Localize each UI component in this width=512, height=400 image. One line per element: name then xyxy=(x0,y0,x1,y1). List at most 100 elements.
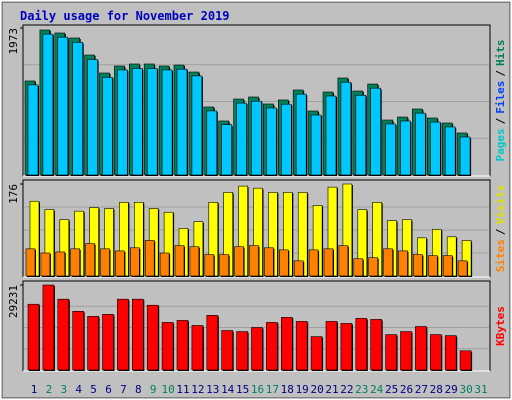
axis-label-part: Hits xyxy=(494,40,507,67)
bar xyxy=(429,121,441,176)
bar xyxy=(146,304,159,371)
x-tick-label: 9 xyxy=(150,383,157,396)
bar xyxy=(176,68,188,176)
bar xyxy=(442,255,453,277)
bar xyxy=(400,331,412,371)
bar xyxy=(293,260,304,277)
bar xyxy=(161,69,173,176)
bar xyxy=(266,107,277,176)
bar xyxy=(310,336,323,371)
x-tick-label: 25 xyxy=(385,383,398,396)
bar xyxy=(159,252,170,277)
bar xyxy=(415,112,426,176)
bar xyxy=(72,311,84,371)
x-tick-label: 24 xyxy=(370,383,384,396)
bar xyxy=(427,255,438,277)
x-tick-label: 30 xyxy=(459,383,472,396)
bar xyxy=(132,68,143,176)
axis-label-part: Files xyxy=(494,81,507,114)
bar xyxy=(385,334,397,371)
x-tick-label: 15 xyxy=(236,383,249,396)
x-tick-label: 1 xyxy=(31,383,38,396)
x-tick-label: 12 xyxy=(191,383,204,396)
bar xyxy=(340,323,353,371)
bar xyxy=(370,319,383,371)
bar xyxy=(355,94,367,176)
bar xyxy=(295,321,308,371)
bar xyxy=(459,136,471,176)
x-tick-label: 2 xyxy=(46,383,53,396)
bar xyxy=(72,42,83,176)
bar xyxy=(206,315,219,371)
x-tick-label: 16 xyxy=(251,383,264,396)
bar xyxy=(42,284,55,371)
x-tick-label: 23 xyxy=(355,383,368,396)
bar xyxy=(251,327,263,371)
bar xyxy=(25,248,36,277)
bar xyxy=(459,350,472,371)
bar xyxy=(264,247,274,277)
bar xyxy=(249,245,259,277)
bar xyxy=(40,252,51,277)
bar xyxy=(340,81,352,176)
axis-label-part: KBytes xyxy=(494,306,507,346)
x-tick-label: 7 xyxy=(120,383,127,396)
axis-label: KBytes xyxy=(494,306,507,346)
x-tick-label: 13 xyxy=(206,383,219,396)
bar xyxy=(117,69,128,176)
bar xyxy=(191,325,204,371)
bar xyxy=(100,248,110,277)
bar xyxy=(370,87,382,176)
bar xyxy=(266,322,278,371)
x-tick-label: 10 xyxy=(161,383,174,396)
bar xyxy=(280,103,292,176)
bar xyxy=(353,258,364,277)
bar xyxy=(251,100,262,176)
bar xyxy=(415,326,427,371)
bar xyxy=(102,77,113,176)
bar xyxy=(144,240,155,277)
bar xyxy=(325,321,338,371)
bar xyxy=(323,248,334,277)
y-tick-label: 1973 xyxy=(7,28,20,55)
x-tick-label: 3 xyxy=(60,383,67,396)
x-tick-label: 19 xyxy=(296,383,309,396)
bar xyxy=(42,33,54,176)
bar xyxy=(280,317,293,371)
y-tick-label: 29231 xyxy=(7,285,20,318)
x-tick-label: 27 xyxy=(415,383,428,396)
bar xyxy=(236,331,248,371)
x-tick-label: 11 xyxy=(176,383,189,396)
x-tick-label: 14 xyxy=(221,383,235,396)
x-tick-label: 29 xyxy=(445,383,458,396)
axis-label-part: Sites xyxy=(494,239,507,272)
x-tick-label: 31 xyxy=(474,383,487,396)
x-tick-label: 17 xyxy=(266,383,279,396)
bar xyxy=(355,318,368,371)
x-tick-label: 21 xyxy=(325,383,338,396)
axis-label-part: / xyxy=(494,117,507,124)
axis-label: Sites / Visits xyxy=(494,185,507,273)
bar xyxy=(338,245,349,277)
bar xyxy=(310,114,322,176)
bar xyxy=(398,250,408,277)
axis-label: Pages / Files / Hits xyxy=(494,40,507,162)
bar xyxy=(383,248,393,277)
axis-label-part: / xyxy=(494,70,507,77)
bar xyxy=(444,335,457,371)
bar xyxy=(189,246,200,277)
bar xyxy=(325,95,337,176)
chart-title: Daily usage for November 2019 xyxy=(20,9,230,23)
bar xyxy=(55,251,66,277)
bar xyxy=(176,320,189,371)
bar xyxy=(161,322,174,371)
axis-label-part: / xyxy=(494,228,507,235)
bar xyxy=(400,120,411,176)
x-tick-label: 18 xyxy=(281,383,294,396)
bar xyxy=(278,249,289,277)
bar xyxy=(457,260,468,277)
bar xyxy=(70,248,80,277)
x-tick-label: 20 xyxy=(310,383,323,396)
bar xyxy=(191,75,203,176)
